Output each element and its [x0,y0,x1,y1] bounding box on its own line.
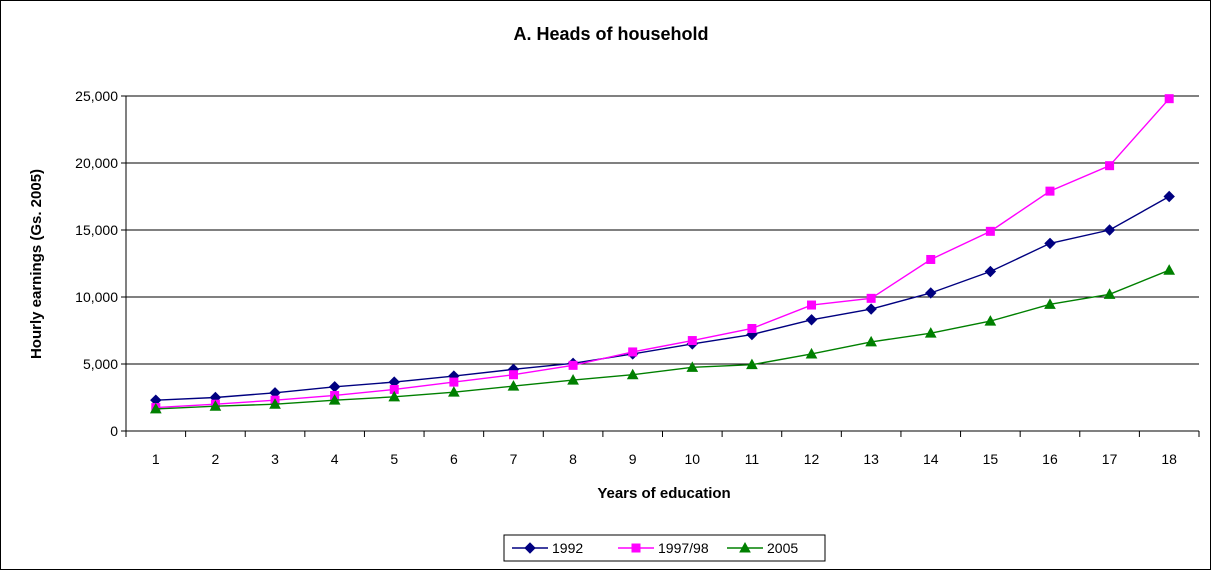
legend-box [503,534,826,562]
x-tick-label: 3 [271,451,279,467]
data-point-1997-98 [866,293,876,303]
data-point-2005 [1163,264,1176,275]
y-tick-label: 0 [110,423,118,439]
data-point-1997-98 [568,360,578,370]
x-tick-label: 9 [629,451,637,467]
legend-label-1997-98: 1997/98 [658,540,709,556]
x-tick-label: 16 [1042,451,1058,467]
data-point-2005 [686,361,699,372]
data-point-2005 [269,398,281,409]
data-point-2005 [507,380,520,391]
x-tick-label: 17 [1102,451,1118,467]
data-point-2005 [209,400,222,411]
x-tick-label: 12 [804,451,820,467]
x-tick-label: 8 [569,451,577,467]
data-point-1992 [984,265,997,278]
y-tick-label: 20,000 [75,155,118,171]
x-tick-label: 18 [1161,451,1177,467]
y-tick-label: 10,000 [75,289,118,305]
x-axis-title: Years of education [597,485,730,502]
data-point-1997-98 [687,336,697,346]
data-point-1992 [1103,224,1116,236]
legend-marker-1997-98 [631,543,641,553]
chart-title: A. Heads of household [513,24,708,44]
data-point-1997-98 [628,347,638,357]
data-point-1997-98 [508,370,518,380]
data-point-1997-98 [1045,186,1055,196]
data-point-2005 [924,327,937,338]
data-point-2005 [626,368,639,380]
y-tick-label: 25,000 [75,88,118,104]
data-point-2005 [448,386,460,397]
legend: 1992 1997/98 2005 [503,534,826,562]
data-point-1997-98 [985,226,995,236]
data-point-1992 [865,303,877,315]
data-point-2005 [1044,298,1056,309]
data-point-1992 [805,314,818,326]
y-axis-title: Hourly earnings (Gs. 2005) [28,169,45,359]
data-point-1997-98 [449,377,459,387]
data-point-1992 [1163,190,1175,203]
data-point-1997-98 [807,300,817,310]
y-tick-label: 15,000 [75,222,118,238]
x-tick-label: 13 [863,451,879,467]
series-line-1997-98 [155,98,1170,409]
x-tick-label: 4 [331,451,339,467]
x-tick-label: 7 [510,451,518,467]
data-point-2005 [984,315,997,326]
series-line-1992 [155,195,1170,401]
y-tick-label: 5,000 [83,356,118,372]
legend-label-2005: 2005 [767,540,798,556]
data-point-2005 [328,394,341,405]
data-point-1997-98 [1105,161,1115,171]
x-tick-label: 14 [923,451,939,467]
legend-label-1992: 1992 [552,540,583,556]
data-point-2005 [805,347,818,359]
data-point-2005 [746,358,758,370]
legend-marker-2005 [739,541,751,553]
data-point-2005 [1103,288,1116,299]
x-tick-label: 2 [212,451,220,467]
data-point-2005 [567,374,579,385]
series-line-2005 [155,269,1170,410]
data-point-2005 [865,335,877,347]
data-point-1992 [925,287,937,299]
data-point-1992 [328,381,341,393]
x-tick-label: 10 [685,451,701,467]
data-point-1997-98 [1164,94,1174,104]
x-tick-label: 15 [983,451,999,467]
x-tick-label: 11 [745,451,760,467]
x-tick-label: 6 [450,451,458,467]
data-point-1997-98 [747,323,757,333]
data-point-1992 [1044,237,1056,250]
x-tick-label: 5 [390,451,398,467]
data-point-2005 [388,390,401,402]
data-point-1997-98 [926,254,936,264]
data-point-2005 [149,402,162,414]
x-tick-label: 1 [152,451,160,467]
legend-marker-1992 [524,542,536,554]
